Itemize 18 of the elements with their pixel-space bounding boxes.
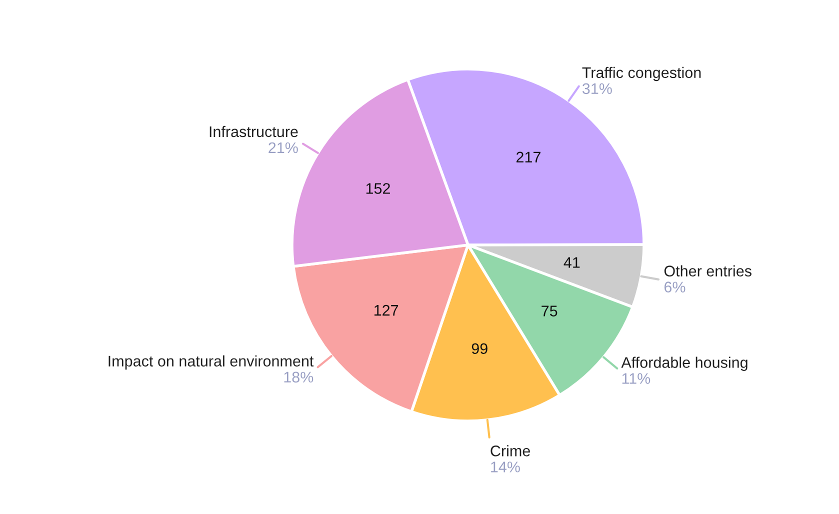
slice-label: Affordable housing [621, 356, 748, 371]
slice-label: Infrastructure [210, 126, 298, 138]
text: 11% [622, 373, 650, 384]
data-label: 127 [374, 304, 398, 316]
slice-label: Impact on natural environment [108, 355, 314, 370]
slice-label: Crime [490, 445, 530, 456]
text: 31% [582, 83, 612, 94]
text: 21% [268, 142, 298, 154]
data-label: 75 [542, 306, 558, 316]
data-label: 99 [472, 343, 488, 354]
data-label: 152 [366, 183, 390, 194]
data-label: 41 [564, 257, 580, 268]
text: 14% [491, 462, 520, 472]
slice-label: Traffic congestion [582, 66, 701, 82]
text: 6% [664, 282, 686, 292]
data-label: 217 [516, 152, 540, 162]
slice-label: Other entries [664, 265, 752, 276]
text: 18% [284, 372, 314, 383]
